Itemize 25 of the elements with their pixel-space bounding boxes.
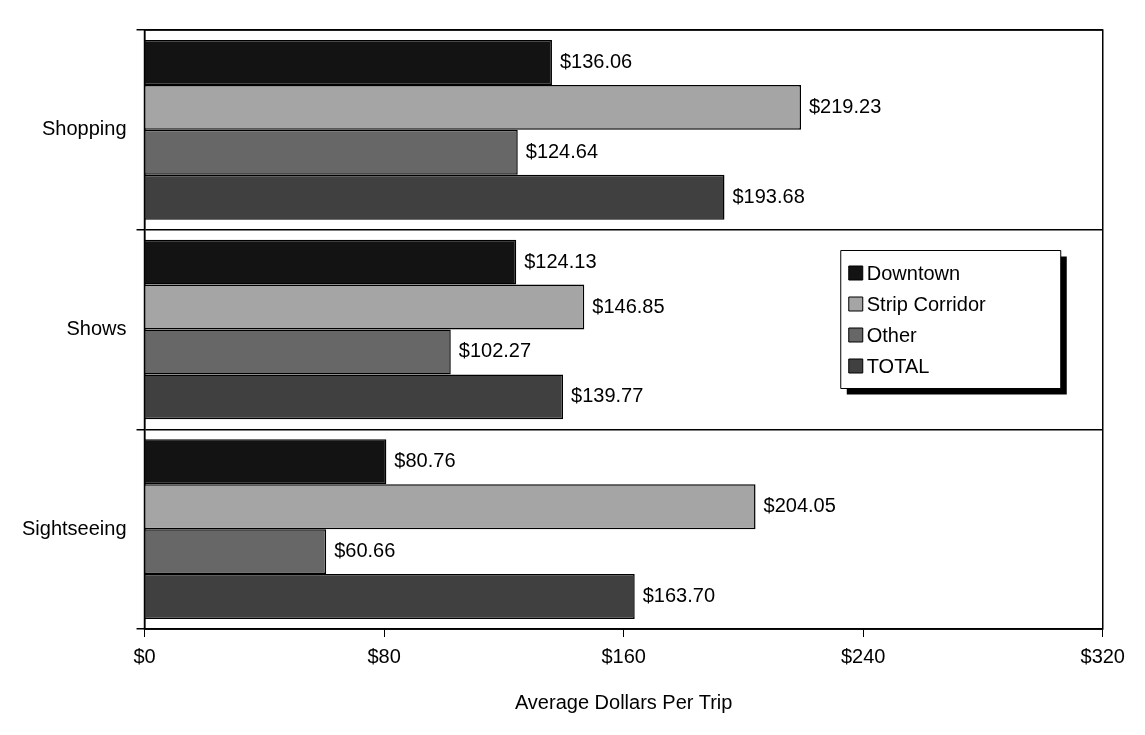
x-tick-label: $0 [133,644,156,667]
data-label: $139.77 [571,384,644,407]
legend-label: Other [866,323,918,346]
x-axis-title: Average Dollars Per Trip [514,690,733,713]
data-label: $146.85 [592,294,665,317]
data-label: $80.76 [394,449,456,472]
data-label: $102.27 [458,339,532,362]
x-tick-label: $320 [1080,644,1125,667]
x-tick-label: $80 [367,644,401,667]
data-label: $193.68 [732,184,805,207]
y-tick-label: Shows [66,317,127,340]
data-label: $136.06 [559,49,633,72]
legend-label: Downtown [866,261,961,284]
x-tick-label: $240 [840,644,886,667]
x-tick-label: $160 [601,644,646,667]
data-label: $163.70 [642,584,716,607]
data-label: $60.66 [334,539,396,562]
data-label: $219.23 [809,94,882,117]
legend-label: Strip Corridor [866,292,987,315]
y-tick-label: Shopping [41,117,127,140]
data-label: $124.64 [525,139,599,162]
data-label: $204.05 [763,494,836,517]
y-tick-label: Sightseeing [21,516,127,539]
data-label: $124.13 [524,249,597,272]
legend-label: TOTAL [866,354,930,377]
